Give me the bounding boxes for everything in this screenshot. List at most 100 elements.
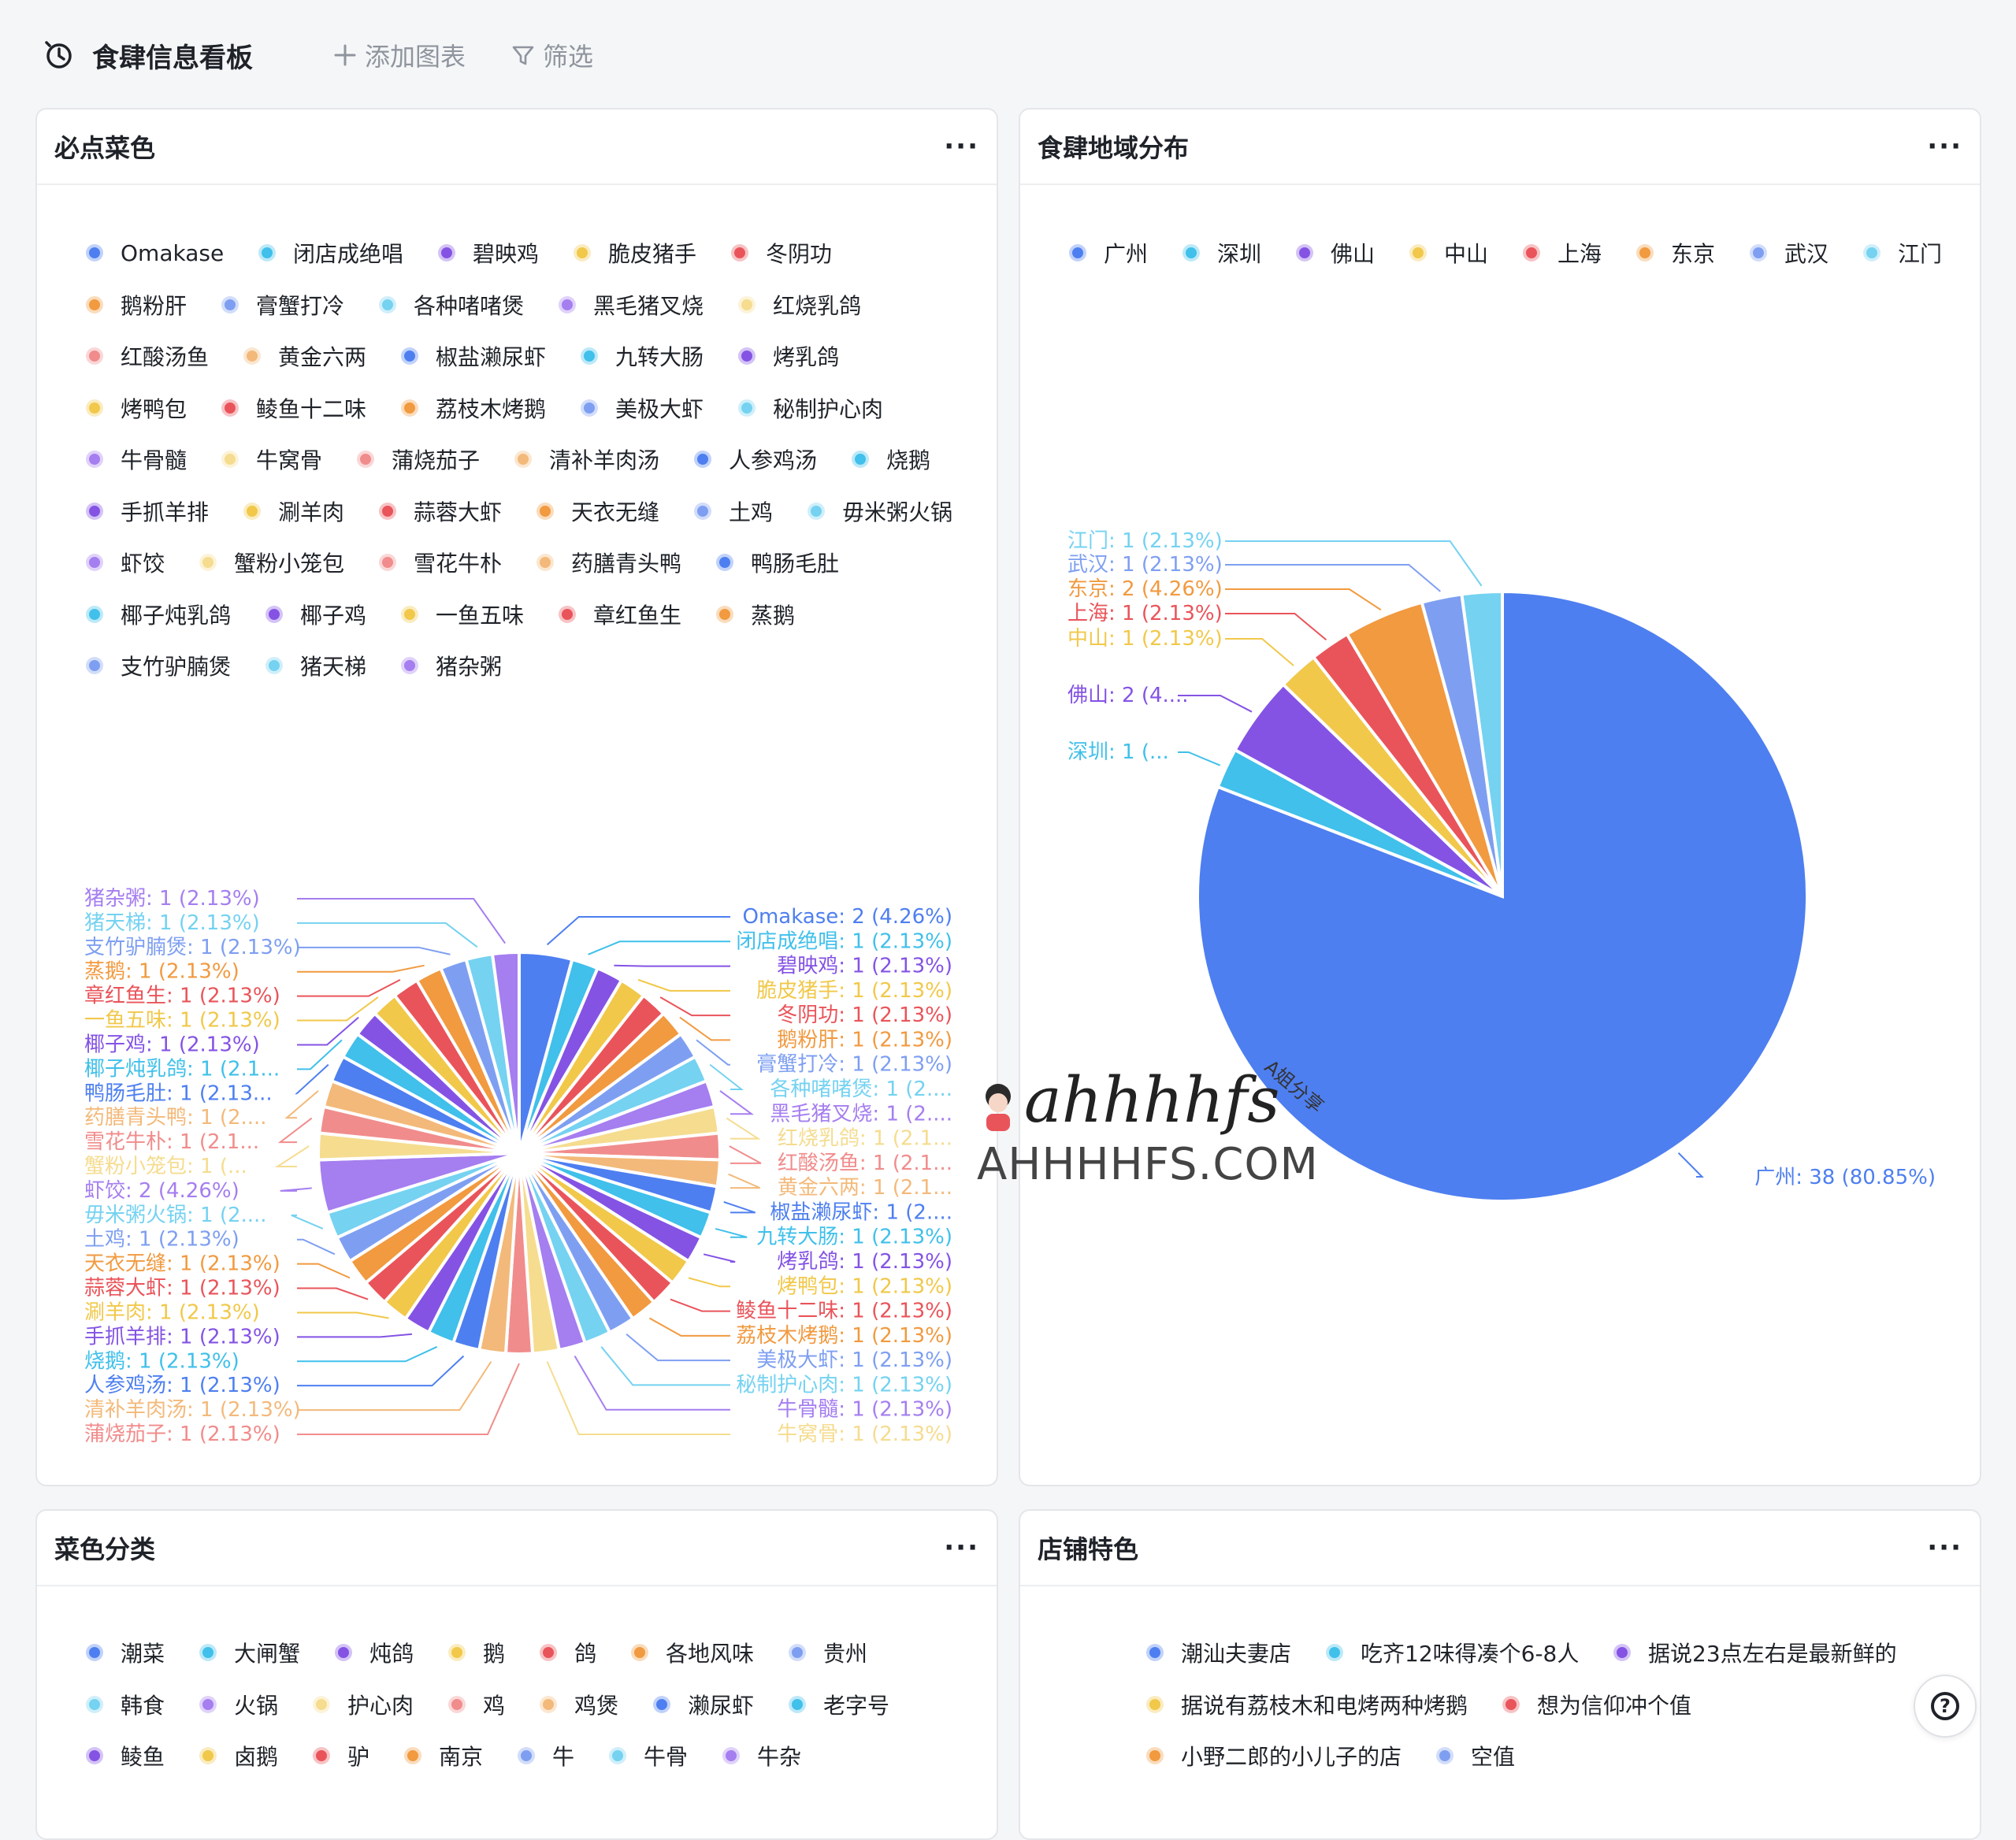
legend-item[interactable]: 涮羊肉 [243, 495, 344, 527]
legend-item[interactable]: 人参鸡汤 [694, 443, 817, 475]
legend-item[interactable]: 东京 [1636, 237, 1715, 269]
pie-slice[interactable] [1460, 589, 1504, 897]
legend-dot-icon [581, 399, 598, 417]
legend-item[interactable]: 韩食 [86, 1689, 165, 1720]
help-button[interactable]: ? [1914, 1675, 1977, 1738]
more-options-button[interactable]: ··· [1927, 1532, 1962, 1564]
legend-item[interactable]: 炖鸽 [335, 1637, 414, 1668]
legend-item[interactable]: 鹅粉肝 [86, 289, 187, 321]
legend-item[interactable]: 膏蟹打冷 [221, 289, 344, 321]
legend-item[interactable]: 据说有荔枝木和电烤两种烤鹅 [1146, 1689, 1468, 1720]
legend-item[interactable]: 潮菜 [86, 1637, 165, 1668]
legend-item[interactable]: Omakase [86, 237, 224, 269]
legend-item[interactable]: 南京 [404, 1740, 483, 1771]
legend-item[interactable]: 护心肉 [313, 1689, 414, 1720]
more-options-button[interactable]: ··· [1927, 131, 1962, 162]
legend-label: 猪杂粥 [436, 654, 503, 680]
legend-item[interactable]: 毋米粥火锅 [808, 495, 952, 527]
label-leader-line [709, 1063, 744, 1090]
legend-item[interactable]: 小野二郎的小儿子的店 [1146, 1740, 1402, 1771]
legend-item[interactable]: 药膳青头鸭 [536, 547, 681, 578]
legend-item[interactable]: 脆皮猪手 [574, 237, 696, 269]
legend-item[interactable]: 鲮鱼 [86, 1740, 165, 1771]
legend-item[interactable]: 黑毛猪叉烧 [559, 289, 704, 321]
legend-item[interactable]: 吃齐12味得凑个6-8人 [1326, 1637, 1579, 1668]
legend-item[interactable]: 牛骨髓 [86, 443, 187, 475]
legend-item[interactable]: 黄金六两 [243, 340, 366, 372]
legend-item[interactable]: 红烧乳鸽 [738, 289, 861, 321]
legend-item[interactable]: 秘制护心肉 [738, 392, 883, 424]
legend-item[interactable]: 各地风味 [631, 1637, 754, 1668]
legend-item[interactable]: 手抓羊排 [86, 495, 209, 527]
pie-slice[interactable] [490, 950, 521, 1154]
legend-item[interactable]: 猪天梯 [265, 650, 366, 681]
legend-item[interactable]: 支竹驴腩煲 [86, 650, 231, 681]
legend-item[interactable]: 烧鹅 [852, 443, 930, 475]
legend-item[interactable]: 牛杂 [722, 1740, 801, 1771]
legend-item[interactable]: 驴 [313, 1740, 369, 1771]
legend-item[interactable]: 卤鹅 [199, 1740, 278, 1771]
dashboard-title: 食肆信息看板 [92, 42, 253, 74]
more-options-button[interactable]: ··· [944, 1532, 979, 1564]
legend-item[interactable]: 牛窝骨 [221, 443, 322, 475]
legend-item[interactable]: 鹅 [448, 1637, 505, 1668]
legend-item[interactable]: 闭店成绝唱 [258, 237, 403, 269]
legend-item[interactable]: 鸽 [540, 1637, 596, 1668]
legend-item[interactable]: 武汉 [1750, 237, 1829, 269]
legend-dot-icon [86, 1695, 103, 1713]
more-options-button[interactable]: ··· [944, 131, 979, 162]
legend-item[interactable]: 椒盐濑尿虾 [401, 340, 546, 372]
legend-item[interactable]: 碧映鸡 [438, 237, 539, 269]
legend-item[interactable]: 椰子鸡 [265, 599, 366, 630]
legend-item[interactable]: 濑尿虾 [653, 1689, 754, 1720]
legend-item[interactable]: 上海 [1523, 237, 1602, 269]
legend-item[interactable]: 大闸蟹 [199, 1637, 300, 1668]
legend-item[interactable]: 鲮鱼十二味 [221, 392, 366, 424]
legend-item[interactable]: 鸡煲 [540, 1689, 618, 1720]
legend-item[interactable]: 天衣无缝 [536, 495, 659, 527]
legend-item[interactable]: 潮汕夫妻店 [1146, 1637, 1291, 1668]
legend-item[interactable]: 贵州 [789, 1637, 867, 1668]
legend-item[interactable]: 中山 [1409, 237, 1488, 269]
legend-item[interactable]: 牛 [518, 1740, 574, 1771]
legend-item[interactable]: 蟹粉小笼包 [199, 547, 344, 578]
legend-item[interactable]: 荔枝木烤鹅 [401, 392, 546, 424]
legend-item[interactable]: 美极大虾 [581, 392, 704, 424]
legend-item[interactable]: 据说23点左右是最新鲜的 [1613, 1637, 1897, 1668]
legend-item[interactable]: 烤乳鸽 [738, 340, 839, 372]
legend-item[interactable]: 火锅 [199, 1689, 278, 1720]
legend-item[interactable]: 老字号 [789, 1689, 889, 1720]
data-label: 烤乳鸽: 1 (2.13%) [777, 1250, 952, 1274]
legend-item[interactable]: 一鱼五味 [401, 599, 524, 630]
legend-item[interactable]: 蒸鹅 [716, 599, 795, 630]
legend-item[interactable]: 蒲烧茄子 [357, 443, 480, 475]
legend-item[interactable]: 虾饺 [86, 547, 165, 578]
legend-item[interactable]: 雪花牛朴 [379, 547, 502, 578]
legend-item[interactable]: 清补羊肉汤 [514, 443, 659, 475]
add-chart-button[interactable]: 添加图表 [332, 37, 466, 73]
legend-item[interactable]: 牛骨 [609, 1740, 688, 1771]
data-label: 红烧乳鸽: 1 (2.1... [778, 1127, 952, 1151]
legend-item[interactable]: 广州 [1069, 237, 1148, 269]
legend-item[interactable]: 九转大肠 [581, 340, 704, 372]
legend-item[interactable]: 红酸汤鱼 [86, 340, 209, 372]
legend-item[interactable]: 深圳 [1182, 237, 1261, 269]
legend-item[interactable]: 各种啫啫煲 [379, 289, 524, 321]
legend-item[interactable]: 猪杂粥 [401, 650, 502, 681]
legend-item[interactable]: 鸭肠毛肚 [716, 547, 839, 578]
label-leader-line [297, 946, 451, 955]
filter-button[interactable]: 筛选 [510, 37, 593, 73]
legend-item[interactable]: 想为信仰冲个值 [1502, 1689, 1691, 1720]
legend-item[interactable]: 蒜蓉大虾 [379, 495, 502, 527]
legend-item[interactable]: 土鸡 [694, 495, 773, 527]
legend-item[interactable]: 烤鸭包 [86, 392, 187, 424]
legend-item[interactable]: 椰子炖乳鸽 [86, 599, 231, 630]
legend-item[interactable]: 空值 [1436, 1740, 1515, 1771]
legend-item[interactable]: 鸡 [448, 1689, 505, 1720]
legend-label: 清补羊肉汤 [549, 447, 660, 473]
legend-dot-icon [653, 1695, 670, 1713]
legend-item[interactable]: 佛山 [1296, 237, 1375, 269]
legend-item[interactable]: 章红鱼生 [559, 599, 681, 630]
legend-item[interactable]: 江门 [1863, 237, 1942, 269]
legend-item[interactable]: 冬阴功 [731, 237, 832, 269]
